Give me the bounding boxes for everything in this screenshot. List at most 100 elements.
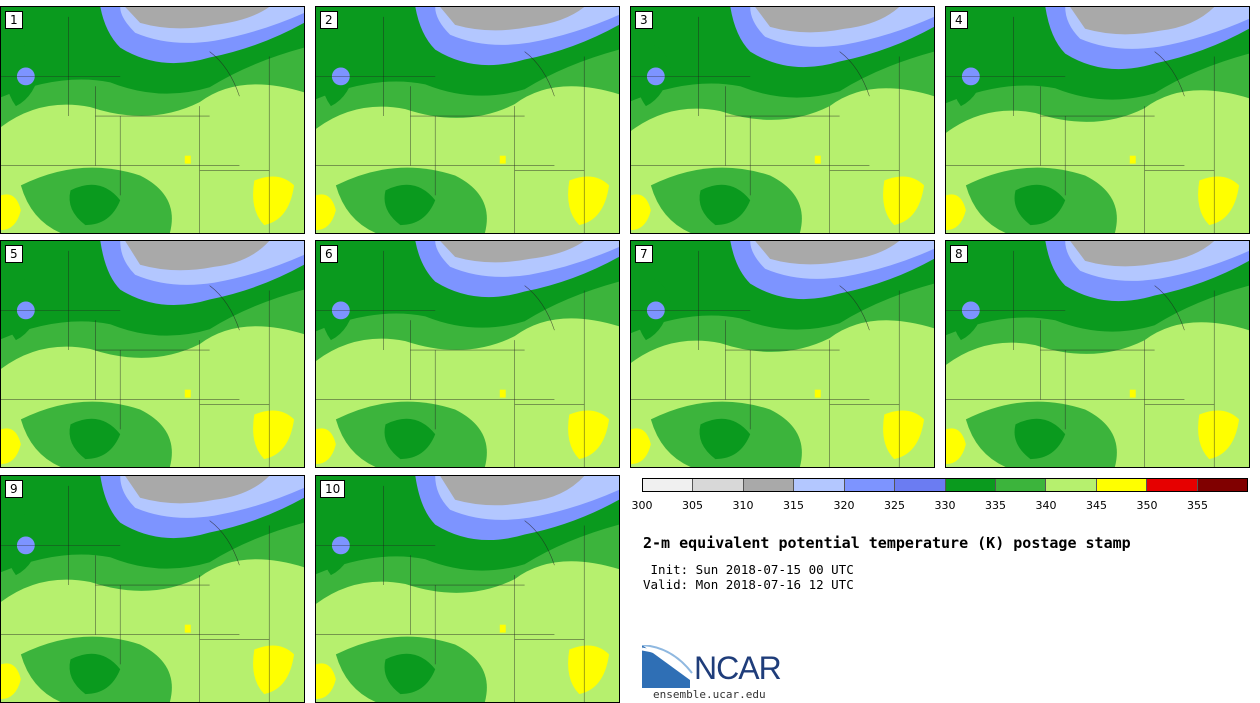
state-boundary [524,51,555,97]
member-label: 6 [320,245,338,263]
field-330-south [69,653,121,695]
colorbar-tick-label: 310 [732,499,754,512]
field-345-spot [499,624,506,633]
colorbar-segment [1197,479,1248,491]
member-label: 2 [320,11,338,29]
colorbar-segment [693,479,744,491]
colorbar-tick-label: 350 [1136,499,1158,512]
member-label: 3 [635,11,653,29]
field-345-west [1,194,21,231]
member-label: 5 [5,245,23,263]
map-panel-10[interactable]: 10 [315,475,620,703]
field-345 [568,410,610,460]
field-345-west [631,194,651,231]
map-panel-1[interactable]: 1 [0,6,305,234]
field-345 [253,645,295,695]
map-panel-5[interactable]: 5 [0,240,305,468]
field-345-west [1,428,21,465]
field-345-west [316,663,336,700]
state-boundary [1154,51,1185,97]
field-345-spot [814,155,821,164]
field-345 [1198,176,1240,226]
colorbar-segment [1046,479,1097,491]
field-345-spot [184,389,191,398]
field-345-west [316,428,336,465]
field-345-west [946,428,966,465]
map-panel-4[interactable]: 4 [945,6,1250,234]
field-310 [125,476,270,504]
field-330-south [699,418,751,460]
field-310 [125,7,270,29]
field-345-spot [1129,155,1136,164]
field-310 [125,241,270,271]
colorbar-segment [844,479,896,491]
field-310 [440,476,585,506]
field-345-spot [814,389,821,398]
field-310 [1070,241,1215,267]
field-330-south [1014,418,1066,460]
colorbar-tick-label: 335 [985,499,1006,512]
field-345-west [316,194,336,231]
field-345-west [1,663,21,700]
field-330-south [384,418,436,460]
page-title: 2-m equivalent potential temperature (K)… [643,534,1131,552]
field-330-south [699,184,751,226]
colorbar-tick-label: 355 [1187,499,1208,512]
field-310 [755,241,900,265]
state-boundary [209,285,240,331]
field-345-west [946,194,966,231]
map-panel-9[interactable]: 9 [0,475,305,703]
field-345 [568,176,610,226]
colorbar-segment [743,479,795,491]
state-boundary [1154,285,1185,331]
field-345 [883,176,925,226]
member-label: 8 [950,245,968,263]
state-boundary [524,285,555,331]
ncar-logo-text: NCAR [694,650,782,686]
field-310 [755,7,900,33]
field-345 [568,645,610,695]
colorbar-segment [643,479,694,491]
init-time: Init: Sun 2018-07-15 00 UTC [643,562,854,577]
field-345-spot [1129,389,1136,398]
field-310 [440,241,585,263]
field-330-south [69,184,121,226]
ncar-logo-icon [642,645,693,688]
member-label: 9 [5,480,23,498]
colorbar-segment [1147,479,1198,491]
colorbar-tick-label: 330 [934,499,956,512]
map-panel-6[interactable]: 6 [315,240,620,468]
member-label: 1 [5,11,23,29]
map-panel-3[interactable]: 3 [630,6,935,234]
colorbar-tick-label: 315 [783,499,804,512]
state-boundary [209,51,240,97]
member-label: 10 [320,480,346,498]
state-boundary [839,285,870,331]
field-345-spot [184,624,191,633]
colorbar [642,478,1248,492]
colorbar-segment [895,479,946,491]
state-boundary [209,520,240,566]
field-330-south [69,418,121,460]
member-label: 4 [950,11,968,29]
map-panel-8[interactable]: 8 [945,240,1250,468]
colorbar-tick-label: 325 [884,499,905,512]
field-345 [1198,410,1240,460]
field-330-south [384,653,436,695]
field-345-spot [499,155,506,164]
field-345 [883,410,925,460]
site-url: ensemble.ucar.edu [653,688,766,701]
field-345-west [631,428,651,465]
field-345-spot [499,389,506,398]
member-label: 7 [635,245,653,263]
field-330-south [1014,184,1066,226]
colorbar-segment [995,479,1047,491]
field-345-spot [184,155,191,164]
map-panel-7[interactable]: 7 [630,240,935,468]
map-panel-2[interactable]: 2 [315,6,620,234]
field-345 [253,176,295,226]
colorbar-tick-label: 305 [682,499,703,512]
field-345 [253,410,295,460]
colorbar-segment [1096,479,1148,491]
colorbar-segment [794,479,845,491]
